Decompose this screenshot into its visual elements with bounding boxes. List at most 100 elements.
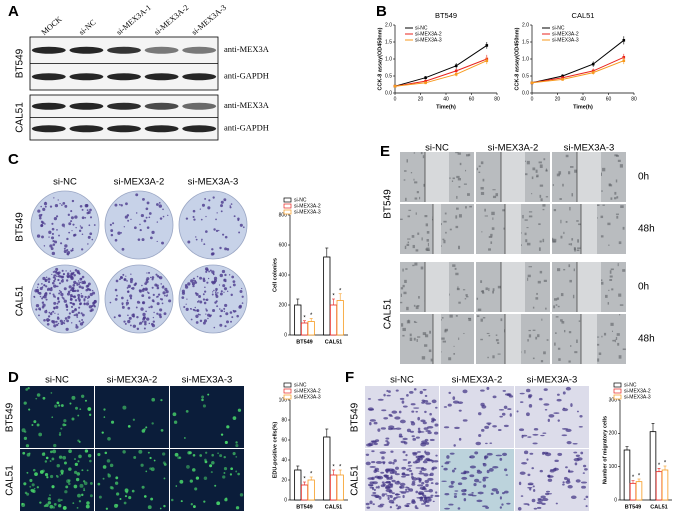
colony xyxy=(126,214,130,217)
colony xyxy=(87,297,89,300)
colony xyxy=(71,295,73,298)
cell-speck xyxy=(609,275,613,278)
cell-speck xyxy=(558,171,562,175)
edu-cell xyxy=(34,472,38,477)
colony xyxy=(152,320,155,323)
edu-cell xyxy=(192,453,196,457)
colony xyxy=(56,228,58,231)
migrated-cell xyxy=(418,472,425,475)
y-tick-label: 1.5 xyxy=(385,39,392,45)
colony xyxy=(223,198,227,202)
colony xyxy=(190,279,194,283)
migrated-cell xyxy=(434,423,439,427)
cell-speck xyxy=(576,339,578,343)
edu-cell xyxy=(76,472,81,476)
cell-speck xyxy=(416,305,420,307)
edu-cell xyxy=(63,419,67,423)
colony xyxy=(54,278,57,281)
edu-cell xyxy=(29,478,33,483)
migrated-cell xyxy=(416,457,421,461)
migrated-cell xyxy=(405,488,408,492)
colony xyxy=(187,282,191,286)
x-tick-label: CAL51 xyxy=(325,504,342,510)
cell-speck xyxy=(465,296,469,298)
colony xyxy=(45,279,47,281)
colony xyxy=(71,310,75,314)
colony xyxy=(225,312,229,316)
edu-cell xyxy=(133,456,137,459)
cell-speck xyxy=(420,266,424,270)
cell-speck xyxy=(414,181,418,184)
colony xyxy=(128,316,132,320)
cell-speck xyxy=(526,160,530,165)
y-tick-label: 600 xyxy=(279,242,288,248)
cell-speck xyxy=(617,342,620,346)
migrated-cell xyxy=(418,492,424,496)
colony xyxy=(79,322,84,326)
colony xyxy=(89,309,93,313)
migrated-cell xyxy=(482,477,486,482)
migrated-cell xyxy=(572,443,578,445)
colony xyxy=(78,272,81,275)
migrated-cell xyxy=(548,414,555,418)
colony xyxy=(208,199,211,202)
colony xyxy=(70,296,72,298)
migrated-cell xyxy=(425,458,433,462)
cell-speck xyxy=(415,212,417,215)
cell-speck xyxy=(560,235,563,239)
migrated-cell xyxy=(427,431,432,435)
cell-speck xyxy=(555,304,558,306)
colony xyxy=(230,320,232,323)
migrated-cell xyxy=(506,502,511,505)
colony xyxy=(148,322,151,325)
cell-speck xyxy=(500,318,503,322)
colony xyxy=(46,289,49,291)
migrated-cell xyxy=(528,394,533,398)
colony xyxy=(197,300,199,303)
blot-band xyxy=(107,102,141,110)
migrated-cell xyxy=(487,423,491,426)
colony xyxy=(35,308,38,311)
colony xyxy=(92,291,96,295)
migrated-cell xyxy=(419,470,423,473)
migrated-cell xyxy=(410,421,416,426)
y-tick-label: 0 xyxy=(284,332,287,338)
lane-label: si-NC xyxy=(77,18,97,37)
colony xyxy=(52,320,56,324)
cell-speck xyxy=(466,154,469,157)
cell-speck xyxy=(415,306,419,310)
cell-speck xyxy=(480,318,483,322)
colony xyxy=(162,215,165,218)
colony xyxy=(43,201,48,206)
cell-speck xyxy=(487,356,489,359)
cell-speck xyxy=(454,267,457,270)
edu-cell xyxy=(67,479,71,482)
migrated-cell xyxy=(584,468,588,471)
colony xyxy=(159,276,163,280)
migrated-cell xyxy=(375,486,379,489)
migrated-cell xyxy=(404,491,410,493)
colony xyxy=(57,278,60,282)
cell-speck xyxy=(538,223,541,226)
cell-speck xyxy=(622,226,625,230)
migrated-cell xyxy=(457,401,464,404)
colony xyxy=(37,209,41,213)
migrated-cell xyxy=(423,427,429,430)
colony xyxy=(205,308,207,310)
colony xyxy=(216,289,218,291)
edu-cell xyxy=(224,440,228,444)
migrated-cell xyxy=(499,496,502,500)
colony xyxy=(81,216,85,220)
colony xyxy=(222,284,226,288)
colony xyxy=(139,321,143,325)
colony xyxy=(52,310,55,313)
colony xyxy=(220,200,224,204)
y-axis-label: Cell colonies xyxy=(272,258,278,292)
migrated-cell xyxy=(507,408,512,410)
edu-cell xyxy=(186,464,190,469)
migrated-cell xyxy=(416,484,424,487)
migrated-cell xyxy=(385,480,391,484)
cell-speck xyxy=(614,191,617,195)
migrated-cell xyxy=(497,429,502,432)
edu-cell xyxy=(122,405,127,410)
